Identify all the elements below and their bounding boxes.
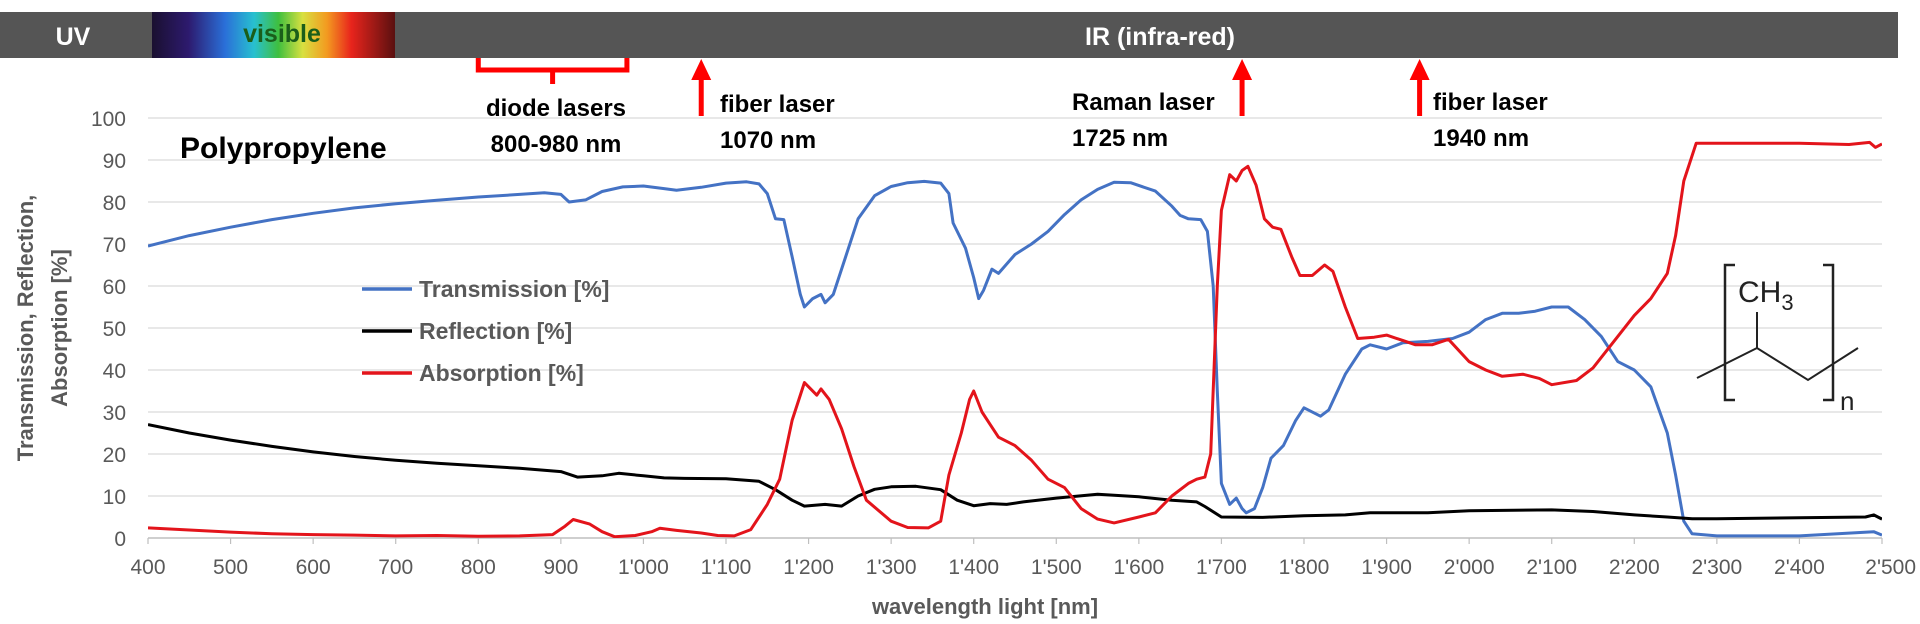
x-tick-label: 900 xyxy=(543,556,578,579)
y-tick-label: 30 xyxy=(103,402,126,425)
uv-label: UV xyxy=(56,23,91,51)
y-tick-label: 100 xyxy=(91,108,126,131)
molecule-group: CH3 xyxy=(1738,276,1794,315)
y-tick-label: 70 xyxy=(103,234,126,257)
y-tick-label: 0 xyxy=(114,528,126,551)
plot-area xyxy=(148,140,1882,538)
y-tick-label: 50 xyxy=(103,318,126,341)
x-tick-label: 2'300 xyxy=(1691,556,1742,579)
x-tick-labels: 400 500 600 700 800 900 1'000 1'100 1'200 1'300 1'… xyxy=(130,538,1916,579)
y-tick-label: 20 xyxy=(103,444,126,467)
x-tick-label: 2'500 xyxy=(1865,556,1916,579)
diode-range-bracket xyxy=(475,58,630,84)
spectrum-bar: UV visible IR (infra-red) xyxy=(0,12,1898,58)
y-tick-label: 80 xyxy=(103,192,126,215)
molecule-repeat-n: n xyxy=(1840,386,1854,416)
y-axis-title: Transmission, Reflection, Absorption [%] xyxy=(13,195,72,462)
x-tick-label: 1'800 xyxy=(1279,556,1330,579)
x-axis-title: wavelength light [nm] xyxy=(871,594,1098,619)
molecule-bonds xyxy=(1696,346,1859,382)
x-tick-label: 1'700 xyxy=(1196,556,1247,579)
ir-label: IR (infra-red) xyxy=(1085,23,1235,51)
y-axis-title-line1: Transmission, Reflection, xyxy=(13,195,38,462)
x-tick-label: 400 xyxy=(130,556,165,579)
x-tick-label: 1'300 xyxy=(866,556,917,579)
x-tick-label: 2'000 xyxy=(1444,556,1495,579)
x-tick-label: 700 xyxy=(378,556,413,579)
x-tick-label: 1'400 xyxy=(948,556,999,579)
fiber-laser-1070-arrow-icon xyxy=(691,59,712,116)
legend-label-absorption: Absorption [%] xyxy=(419,360,584,386)
y-axis-title-line2: Absorption [%] xyxy=(47,249,72,407)
arrow-head xyxy=(1232,59,1253,80)
molecule-structure: CH3 n xyxy=(1696,263,1859,416)
molecule-bracket-left xyxy=(1723,263,1735,402)
raman-laser-1725-arrow-icon xyxy=(1232,59,1253,116)
x-tick-label: 1'900 xyxy=(1361,556,1412,579)
series-line-reflection xyxy=(148,423,1882,521)
y-tick-labels: 0 10 20 30 40 50 60 70 80 90 100 xyxy=(91,108,126,551)
x-tick-label: 800 xyxy=(461,556,496,579)
arrow-head xyxy=(1409,59,1430,80)
y-tick-label: 10 xyxy=(103,486,126,509)
x-tick-label: 2'400 xyxy=(1774,556,1825,579)
x-tick-label: 1'600 xyxy=(1113,556,1164,579)
molecule-bracket-right xyxy=(1823,263,1835,402)
raman-label-line2: 1725 nm xyxy=(1072,125,1168,152)
x-tick-label: 600 xyxy=(296,556,331,579)
fiber-1940-label-line1: fiber laser xyxy=(1433,89,1548,116)
legend: Transmission [%] Reflection [%] Absorpti… xyxy=(362,276,609,386)
fiber-1940-label-line2: 1940 nm xyxy=(1433,125,1529,152)
x-tick-label: 2'200 xyxy=(1609,556,1660,579)
x-tick-label: 1'100 xyxy=(701,556,752,579)
visible-label: visible xyxy=(243,20,321,48)
y-tick-label: 40 xyxy=(103,360,126,383)
fiber-1070-label-line2: 1070 nm xyxy=(720,127,816,154)
arrow-head xyxy=(691,59,712,80)
y-tick-label: 60 xyxy=(103,276,126,299)
y-grid xyxy=(148,117,1882,497)
molecule-subscript: 3 xyxy=(1781,290,1793,315)
y-tick-label: 90 xyxy=(103,150,126,173)
legend-label-reflection: Reflection [%] xyxy=(419,318,572,344)
diode-label-line2: 800-980 nm xyxy=(491,131,622,158)
x-tick-label: 1'500 xyxy=(1031,556,1082,579)
x-tick-label: 500 xyxy=(213,556,248,579)
x-tick-label: 1'000 xyxy=(618,556,669,579)
laser-annotations: diode lasers 800-980 nm fiber laser 1070… xyxy=(475,58,1548,158)
legend-label-transmission: Transmission [%] xyxy=(419,276,609,302)
fiber-laser-1940-arrow-icon xyxy=(1409,59,1430,116)
series-line-transmission xyxy=(148,179,1882,538)
raman-label-line1: Raman laser xyxy=(1072,89,1215,116)
x-tick-label: 1'200 xyxy=(783,556,834,579)
x-tick-label: 2'100 xyxy=(1526,556,1577,579)
series-line-absorption xyxy=(148,140,1882,538)
chart-title: Polypropylene xyxy=(180,132,387,165)
visible-gradient xyxy=(152,12,395,58)
fiber-1070-label-line1: fiber laser xyxy=(720,91,835,118)
